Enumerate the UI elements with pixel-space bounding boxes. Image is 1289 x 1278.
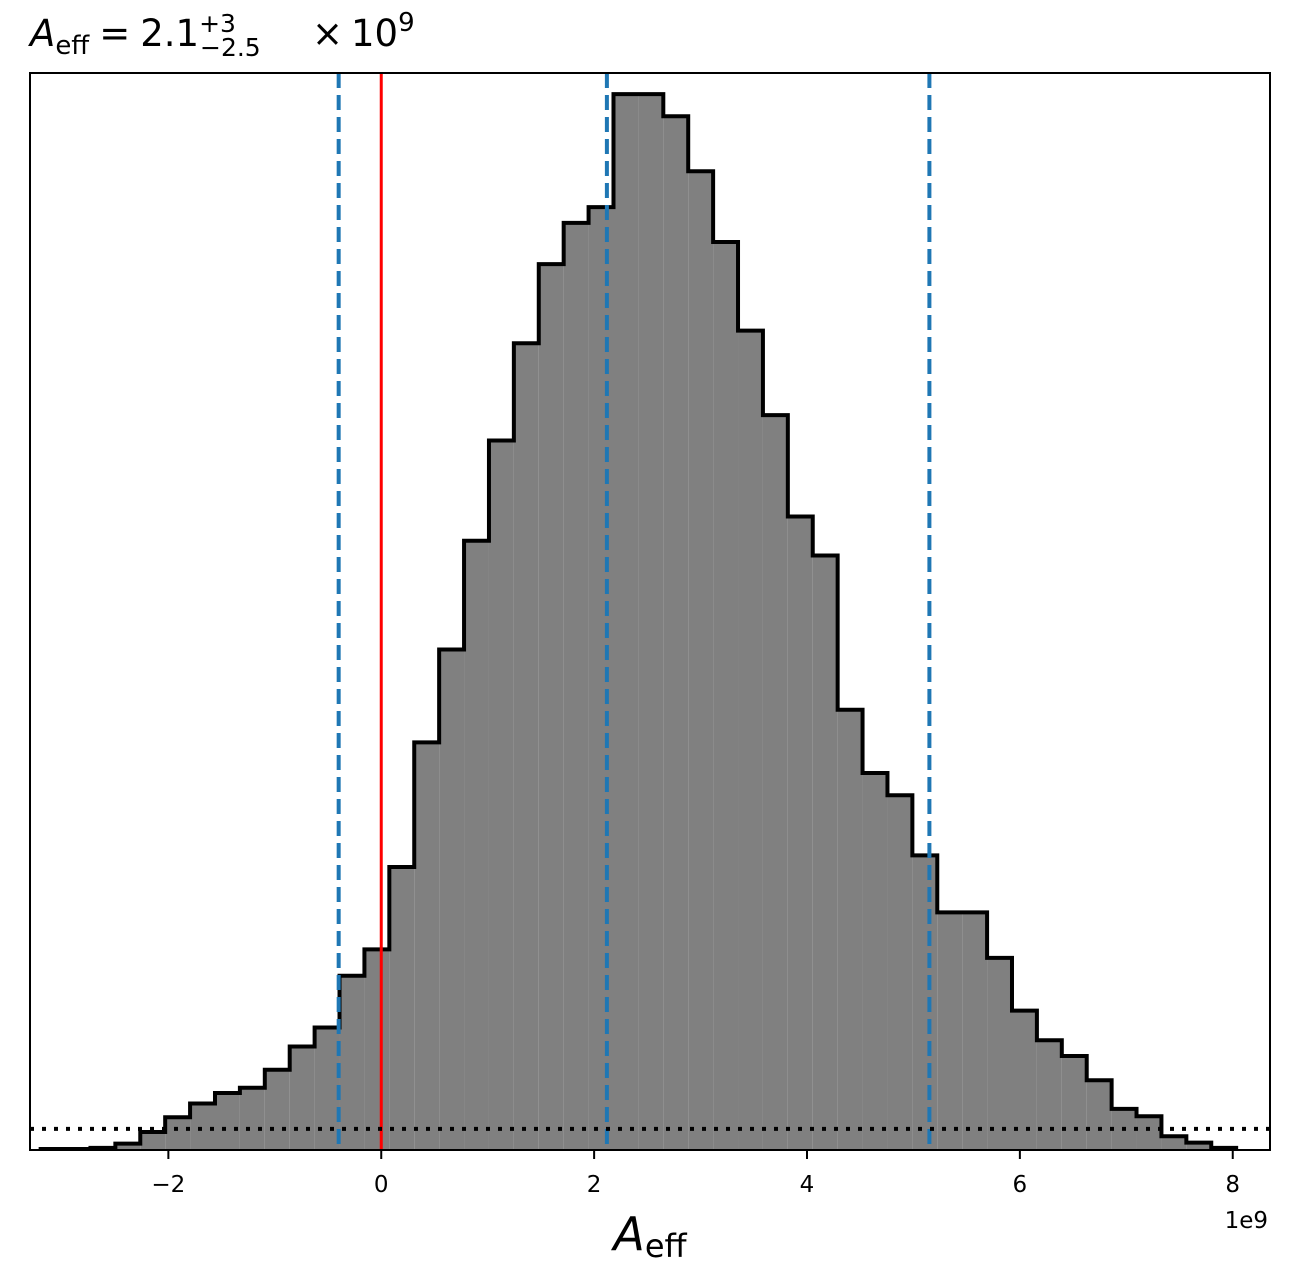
histogram-bar	[289, 1046, 315, 1150]
histogram-bar	[339, 975, 365, 1150]
title-upper-error: +3	[199, 9, 236, 38]
histogram-bar	[1036, 1040, 1062, 1150]
histogram-bar	[389, 867, 415, 1150]
histogram-bar	[140, 1132, 166, 1150]
histogram-bar	[214, 1092, 240, 1150]
histogram-bar	[538, 264, 564, 1150]
histogram-bar	[1061, 1056, 1087, 1150]
histogram-bar	[787, 516, 813, 1150]
histogram-bars	[30, 73, 1270, 1150]
histogram-bar	[663, 116, 689, 1150]
x-axis: −2 0 2 4 6 8	[151, 1150, 1240, 1198]
x-tick-label: 0	[374, 1172, 389, 1198]
histogram-bar	[115, 1143, 141, 1150]
histogram-bar	[563, 222, 589, 1150]
histogram-bar	[264, 1069, 290, 1150]
title-variable: A	[28, 12, 55, 55]
histogram-bar	[1011, 1010, 1037, 1150]
title-lower-error: −2.5	[200, 33, 261, 62]
x-axis-label: Aeff	[610, 1207, 687, 1265]
histogram-bar	[887, 795, 913, 1150]
title-scale-exponent: 9	[398, 8, 415, 38]
x-offset-label: 1e9	[1225, 1208, 1268, 1234]
x-tick-label: 8	[1225, 1172, 1240, 1198]
histogram-bar	[588, 207, 614, 1150]
histogram-bar	[713, 241, 739, 1150]
histogram-bar	[488, 440, 514, 1150]
svg-text:Aeff=2.1+3: Aeff = 2.1+3	[28, 9, 236, 61]
histogram-bar	[987, 957, 1012, 1150]
histogram-bar	[862, 773, 888, 1150]
histogram-bar	[1186, 1142, 1212, 1150]
x-tick-label: 6	[1013, 1172, 1028, 1198]
title-variable-subscript: eff	[55, 31, 90, 61]
histogram-bar	[364, 949, 390, 1150]
histogram-bar	[1136, 1116, 1162, 1150]
histogram-outline	[38, 92, 1239, 1150]
svg-text:×109: × 109	[312, 8, 415, 55]
histogram-bar	[962, 912, 988, 1150]
histogram-bar	[937, 912, 963, 1150]
histogram-bar	[1086, 1080, 1112, 1150]
histogram-bar	[439, 649, 465, 1150]
histogram-bar	[762, 415, 788, 1150]
histogram-bar	[464, 540, 489, 1150]
chart-title: Aeff = 2.1+3 −2.5 × 109	[28, 8, 415, 62]
title-times: ×	[312, 12, 343, 55]
histogram-bar	[1161, 1136, 1187, 1150]
xlabel-variable: A	[610, 1207, 644, 1261]
histogram-bar	[414, 742, 440, 1150]
x-tick-label: 2	[587, 1172, 602, 1198]
plot-marks	[30, 73, 1270, 1150]
histogram-bar	[190, 1103, 215, 1150]
x-tick-label: −2	[151, 1172, 185, 1198]
plot-frame	[29, 72, 1271, 1151]
histogram-bar	[638, 94, 664, 1150]
title-equals: =	[99, 12, 130, 55]
histogram-bar	[688, 171, 714, 1150]
histogram-bar	[513, 343, 539, 1150]
x-tick-label: 4	[800, 1172, 815, 1198]
title-median: 2.1	[140, 12, 199, 55]
histogram-bar	[613, 94, 639, 1150]
histogram-bar	[738, 330, 763, 1150]
histogram-bar	[165, 1117, 191, 1150]
title-scale-base: 10	[351, 12, 398, 55]
histogram-bar	[912, 855, 938, 1150]
histogram-bar	[239, 1087, 265, 1150]
histogram-bar	[837, 709, 863, 1150]
histogram-bar	[812, 555, 838, 1150]
xlabel-variable-subscript: eff	[645, 1227, 688, 1265]
histogram-bar	[314, 1027, 340, 1150]
